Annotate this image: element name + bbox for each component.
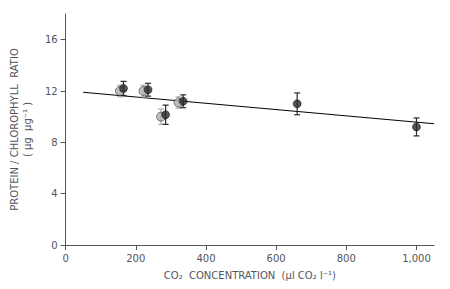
svg-text:( μg μg⁻¹ ): ( μg μg⁻¹ )	[22, 102, 33, 157]
svg-text:400: 400	[196, 253, 215, 264]
svg-text:CO₂ CONCENTRATION (μl CO₂ l⁻: CO₂ CONCENTRATION (μl CO₂ l⁻¹)	[164, 270, 336, 281]
svg-text:0: 0	[62, 253, 68, 264]
svg-text:PROTEIN / CHLOROPHYLL RATIO: PROTEIN / CHLOROPHYLL RATIO	[9, 48, 20, 211]
svg-text:600: 600	[267, 253, 286, 264]
svg-text:1,000: 1,000	[402, 253, 431, 264]
svg-text:0: 0	[51, 240, 57, 251]
svg-text:12: 12	[45, 86, 58, 97]
svg-text:800: 800	[337, 253, 356, 264]
svg-text:4: 4	[51, 188, 57, 199]
svg-text:8: 8	[51, 137, 57, 148]
svg-text:16: 16	[45, 34, 58, 45]
svg-text:200: 200	[126, 253, 145, 264]
